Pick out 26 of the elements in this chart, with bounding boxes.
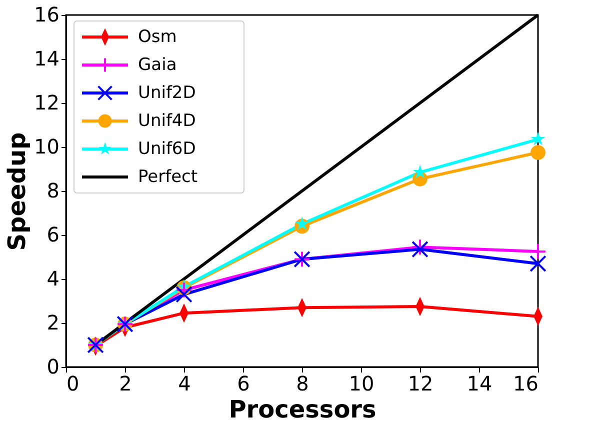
y-tick-label: 4 [46, 266, 60, 290]
x-tick-label: 6 [237, 372, 250, 396]
x-tick-label: 14 [466, 372, 492, 396]
y-tick-label: 14 [34, 46, 60, 70]
y-tick-label: 6 [46, 222, 60, 246]
x-tick-label: 4 [178, 372, 191, 396]
y-tick-label: 8 [46, 178, 60, 202]
legend-label: Gaia [138, 55, 177, 75]
y-tick-label: 12 [34, 90, 60, 114]
legend-label: Osm [138, 27, 177, 47]
y-tick-label: 10 [34, 134, 60, 158]
x-tick-label: 16 [513, 372, 538, 396]
legend-label: Unif2D [138, 83, 196, 103]
x-tick-label: 2 [119, 372, 132, 396]
legend-label: Unif4D [138, 111, 196, 131]
legend-label: Perfect [138, 167, 198, 187]
x-tick-label: 8 [296, 372, 309, 396]
x-tick-label: 12 [408, 372, 434, 396]
y-tick-label: 0 [46, 354, 60, 378]
x-axis-title: Processors [228, 396, 376, 424]
y-tick-label: 2 [46, 310, 60, 334]
x-tick-label: 0 [66, 372, 80, 396]
y-tick-label: 16 [34, 2, 60, 26]
legend-label: Unif6D [138, 139, 196, 159]
y-axis-title: Speedup [3, 132, 32, 251]
x-tick-label: 10 [348, 372, 374, 396]
